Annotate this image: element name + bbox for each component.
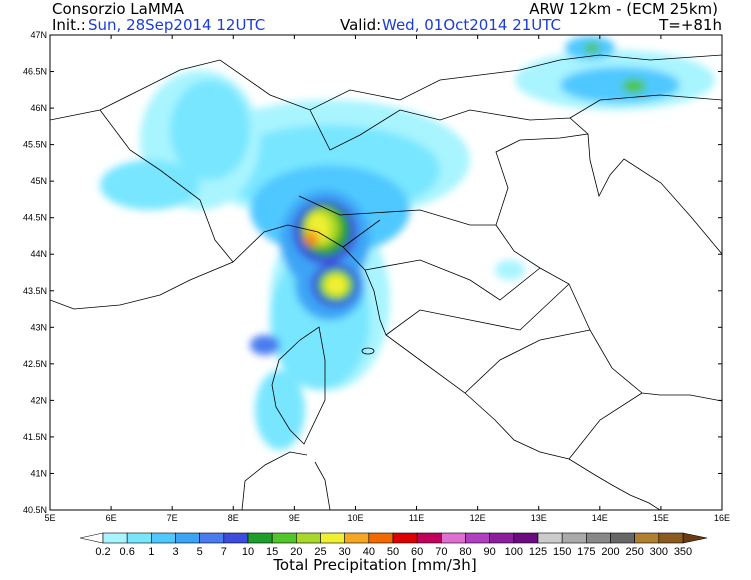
colorbar-title: Total Precipitation [mm/3h] (272, 556, 476, 574)
colorbar-over (682, 532, 708, 544)
lat-label: 40.5N (23, 505, 47, 515)
map-frame (49, 34, 723, 511)
colorbar-swatch (247, 532, 273, 544)
colorbar-level: 150 (553, 546, 571, 558)
colorbar-level: 40 (363, 546, 375, 558)
lead-time: T=+81h (658, 16, 722, 34)
coastline-east (495, 133, 722, 402)
init-time: Sun, 28Sep2014 12UTC (88, 16, 265, 34)
colorbar-level: 70 (435, 546, 447, 558)
colorbar-swatch (586, 532, 611, 544)
axes: 47N 46.5N 46N 45.5N 45N 44.5N 44N 43.5N 43N 42.5N… (23, 30, 730, 523)
colorbar-swatch (320, 532, 345, 544)
elba (361, 347, 375, 355)
colorbar-swatch (151, 532, 176, 544)
colorbar-level: 10 (242, 546, 254, 558)
model-name: ARW 12km - (ECM 25km) (529, 0, 718, 18)
colorbar-level: 5 (197, 546, 203, 558)
lon-label: 9E (289, 513, 300, 523)
admin-borders (50, 54, 722, 460)
colorbar-level: 50 (387, 546, 399, 558)
valid-time: Wed, 01Oct2014 21UTC (382, 16, 561, 34)
colorbar-swatch (199, 532, 225, 544)
lon-label: 10E (347, 513, 363, 523)
sardinia (241, 451, 331, 510)
colorbar-level: 20 (290, 546, 302, 558)
org-name: Consorzio LaMMA (52, 0, 185, 18)
colorbar-level: 7 (221, 546, 227, 558)
lat-label: 43N (30, 322, 47, 332)
lat-label: 43.5N (23, 286, 47, 296)
colorbar-swatch (513, 532, 539, 544)
lat-label: 45.5N (23, 140, 47, 150)
lon-label: 14E (592, 513, 608, 523)
colorbar-level: 3 (172, 546, 178, 558)
lon-label: 13E (531, 513, 547, 523)
lat-label: 46.5N (23, 67, 47, 77)
colorbar-level: 200 (601, 546, 619, 558)
colorbar-level: 90 (484, 546, 496, 558)
init-label: Init.: (52, 16, 86, 34)
colorbar-swatch (344, 532, 370, 544)
lat-label: 46N (30, 103, 47, 113)
lat-label: 41N (30, 468, 47, 478)
colorbar-swatch (416, 532, 442, 544)
corsica (271, 326, 326, 445)
colorbar-swatch (537, 532, 563, 544)
lat-label: 42N (30, 395, 47, 405)
lat-label: 41.5N (23, 432, 47, 442)
valid-label: Valid: (340, 16, 381, 34)
lon-label: 7E (167, 513, 178, 523)
colorbar-swatch (223, 532, 249, 544)
colorbar-swatch (392, 532, 418, 544)
colorbar-swatch (489, 532, 515, 544)
colorbar-swatch (658, 532, 684, 544)
lon-label: 8E (228, 513, 239, 523)
colorbar-swatch (441, 532, 466, 544)
map-area (50, 36, 722, 510)
colorbar-swatch (296, 532, 321, 544)
colorbar-level: 175 (577, 546, 595, 558)
lon-label: 11E (409, 513, 424, 523)
colorbar-level: 60 (411, 546, 423, 558)
colorbar-level: 30 (339, 546, 351, 558)
precip-field (100, 36, 715, 450)
colorbar-under (79, 532, 104, 544)
lat-label: 45N (30, 176, 47, 186)
colorbar: 0.2 0.6 1 3 5 7 10 15 20 25 30 40 50 60 70 80 90 100 125 15… (79, 532, 708, 558)
colorbar-swatch (634, 532, 660, 544)
colorbar-level: 1 (148, 546, 154, 558)
colorbar-level: 0.6 (120, 546, 135, 558)
colorbar-level: 350 (674, 546, 692, 558)
colorbar-level: 100 (505, 546, 523, 558)
colorbar-swatch (610, 532, 635, 544)
lon-label: 5E (44, 513, 55, 523)
colorbar-level: 25 (314, 546, 326, 558)
colorbar-level: 300 (650, 546, 668, 558)
colorbar-swatch (368, 532, 394, 544)
lon-label: 6E (106, 513, 117, 523)
colorbar-swatch (561, 532, 587, 544)
coastline-west (50, 224, 661, 510)
lat-label: 44.5N (23, 213, 47, 223)
colorbar-swatch (175, 532, 200, 544)
lat-label: 44N (30, 249, 47, 259)
colorbar-level: 125 (529, 546, 547, 558)
lat-label: 47N (30, 30, 47, 40)
colorbar-swatch (102, 532, 128, 544)
colorbar-level: 250 (625, 546, 643, 558)
lat-label: 42.5N (23, 359, 47, 369)
lon-label: 16E (714, 513, 730, 523)
lon-label: 12E (470, 513, 486, 523)
lon-label: 15E (653, 513, 669, 523)
colorbar-swatch (465, 532, 490, 544)
colorbar-swatch (126, 532, 152, 544)
colorbar-level: 0.2 (95, 546, 110, 558)
colorbar-swatch (271, 532, 297, 544)
colorbar-level: 80 (459, 546, 471, 558)
colorbar-level: 15 (266, 546, 278, 558)
